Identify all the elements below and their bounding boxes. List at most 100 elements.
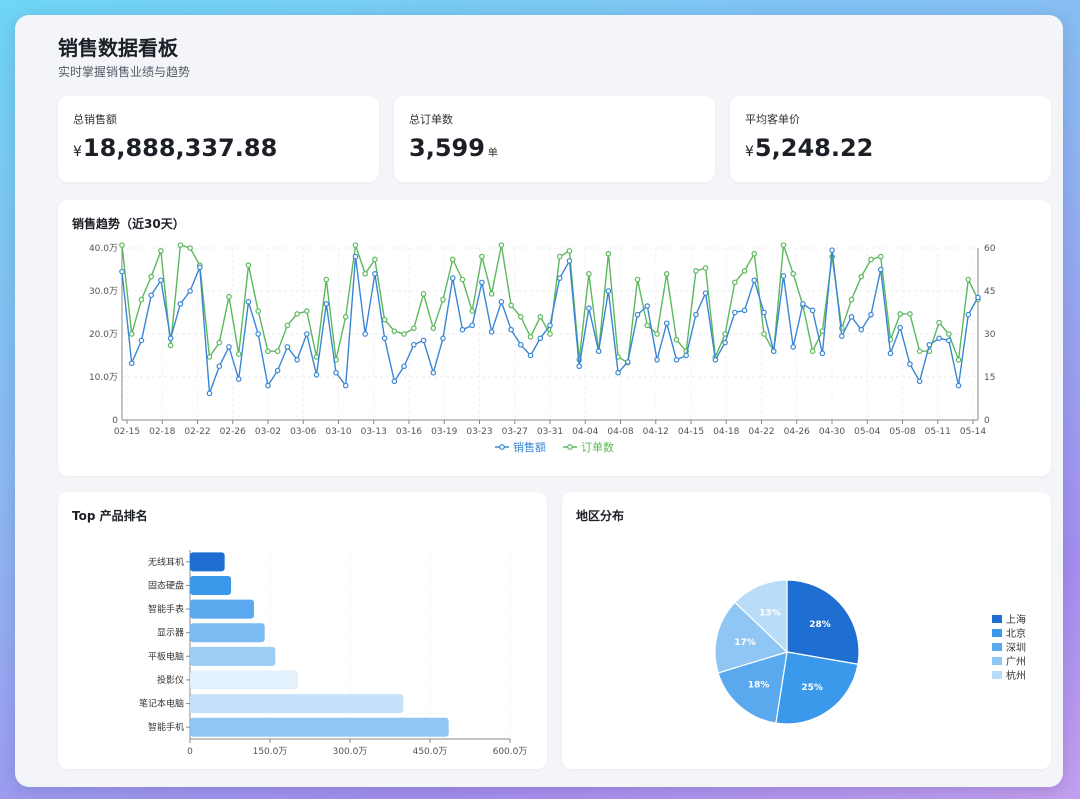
bar bbox=[190, 717, 449, 737]
orders-series-point bbox=[634, 276, 641, 283]
sales-series-point bbox=[595, 348, 602, 355]
orders-series-point bbox=[537, 314, 544, 320]
sales-series-point bbox=[625, 359, 631, 365]
sales-series-point bbox=[401, 363, 407, 370]
orders-series-point bbox=[848, 296, 855, 303]
x-tick-label: 05-04 bbox=[854, 427, 880, 437]
orders-series-point bbox=[119, 242, 125, 248]
sales-series-point bbox=[304, 331, 310, 337]
sales-series-point bbox=[498, 298, 505, 305]
sales-series-point bbox=[255, 331, 261, 337]
category-label: 笔记本电脑 bbox=[139, 698, 184, 710]
orders-series-point bbox=[488, 291, 495, 297]
sales-series-point bbox=[313, 372, 320, 378]
x-tick-label: 300.0万 bbox=[333, 747, 368, 757]
orders-series-point bbox=[226, 293, 232, 300]
kpi-card-total-orders: 总订单数 3,599 单 bbox=[394, 96, 715, 182]
legend-label: 销售额 bbox=[513, 440, 546, 454]
orders-series-point bbox=[265, 348, 271, 355]
orders-series-point bbox=[527, 334, 534, 340]
x-tick-label: 02-15 bbox=[114, 427, 140, 437]
sales-series-point bbox=[226, 344, 232, 350]
orders-series-point bbox=[518, 314, 524, 320]
orders-series-point bbox=[654, 331, 660, 337]
sales-series-point bbox=[654, 357, 660, 363]
bar bbox=[190, 694, 404, 714]
x-tick-label: 600.0万 bbox=[493, 747, 528, 757]
orders-series-point bbox=[556, 253, 563, 260]
sales-series-point bbox=[800, 301, 806, 307]
sales-series-point bbox=[274, 367, 281, 374]
bar bbox=[190, 670, 299, 690]
sales-series-point bbox=[362, 331, 368, 337]
orders-series-point bbox=[946, 331, 952, 337]
sales-series-point bbox=[615, 369, 621, 376]
sales-series-point bbox=[897, 324, 903, 331]
orders-series-point bbox=[411, 325, 417, 332]
pie-slice bbox=[714, 601, 789, 674]
orders-series-point bbox=[566, 248, 573, 254]
y-right-tick-label: 30 bbox=[984, 330, 996, 340]
orders-series-point bbox=[440, 296, 446, 303]
sales-series-point bbox=[333, 369, 339, 376]
sales-series-point bbox=[420, 337, 427, 344]
orders-series-point bbox=[702, 265, 709, 271]
orders-series-point bbox=[955, 357, 962, 363]
sales-series-point bbox=[955, 382, 962, 389]
orders-series-point bbox=[897, 311, 903, 317]
sales-series-point bbox=[693, 311, 699, 318]
kpi-value: 3,599 单 bbox=[409, 134, 498, 162]
sales-series-point bbox=[887, 350, 894, 357]
orders-series-point bbox=[936, 319, 942, 326]
bar bbox=[190, 623, 265, 643]
y-right-tick-label: 60 bbox=[984, 244, 996, 254]
pie-slice bbox=[734, 579, 788, 654]
orders-series-point bbox=[274, 348, 281, 355]
sales-series-point bbox=[411, 341, 417, 348]
x-tick-label: 03-10 bbox=[325, 427, 351, 437]
top-products-chart: 0 150.0万 300.0万 450.0万 600.0万 无线耳机固态硬盘智能手表显示器… bbox=[139, 550, 528, 757]
sales-series-point bbox=[946, 337, 952, 344]
sales-series-point bbox=[158, 277, 164, 284]
kpi-number: 5,248.22 bbox=[754, 134, 874, 162]
x-tick-label: 02-26 bbox=[220, 427, 246, 437]
orders-series-point bbox=[965, 276, 972, 283]
x-tick-label: 03-31 bbox=[537, 427, 563, 437]
orders-series-point bbox=[586, 271, 592, 277]
orders-series-point bbox=[430, 325, 437, 332]
kpi-label: 平均客单价 bbox=[745, 113, 800, 126]
legend-label: 深圳 bbox=[1006, 642, 1026, 654]
chart-title: 地区分布 bbox=[576, 509, 625, 523]
orders-series-point bbox=[761, 331, 767, 337]
sales-series-point bbox=[391, 378, 398, 385]
category-label: 智能手表 bbox=[148, 603, 184, 615]
sales-series-point bbox=[488, 329, 495, 335]
sales-series-point bbox=[138, 337, 145, 344]
y-left-tick-label: 40.0万 bbox=[89, 244, 118, 254]
category-label: 显示器 bbox=[157, 628, 184, 639]
legend-swatch bbox=[992, 629, 1002, 637]
sales-series-point bbox=[148, 292, 154, 299]
orders-series-point bbox=[245, 262, 252, 268]
sales-series-point bbox=[722, 339, 728, 346]
currency-symbol: ¥ bbox=[73, 144, 82, 160]
region-distribution-card: 地区分布 28% 25% 18% 17% 13% 上海 北京 深圳 广州 杭州 bbox=[562, 492, 1051, 769]
sales-series-point bbox=[829, 247, 835, 253]
sales-series-point bbox=[556, 275, 563, 281]
orders-series-point bbox=[323, 276, 330, 283]
bar bbox=[190, 575, 232, 595]
orders-series-point bbox=[177, 242, 184, 248]
legend-label: 上海 bbox=[1006, 613, 1026, 626]
legend-label: 订单数 bbox=[581, 441, 614, 454]
sales-series-point bbox=[206, 390, 213, 397]
orders-series-point bbox=[907, 311, 913, 317]
sales-series-point bbox=[975, 294, 981, 301]
sales-series-point bbox=[673, 357, 680, 363]
kpi-label: 总订单数 bbox=[409, 113, 453, 126]
sales-series-point bbox=[128, 360, 135, 367]
kpi-number: 18,888,337.88 bbox=[82, 134, 278, 162]
kpi-card-avg-order: 平均客单价 ¥5,248.22 bbox=[730, 96, 1051, 182]
x-tick-label: 05-08 bbox=[889, 427, 915, 437]
orders-series-point bbox=[294, 311, 300, 317]
sales-series-point bbox=[430, 369, 437, 376]
